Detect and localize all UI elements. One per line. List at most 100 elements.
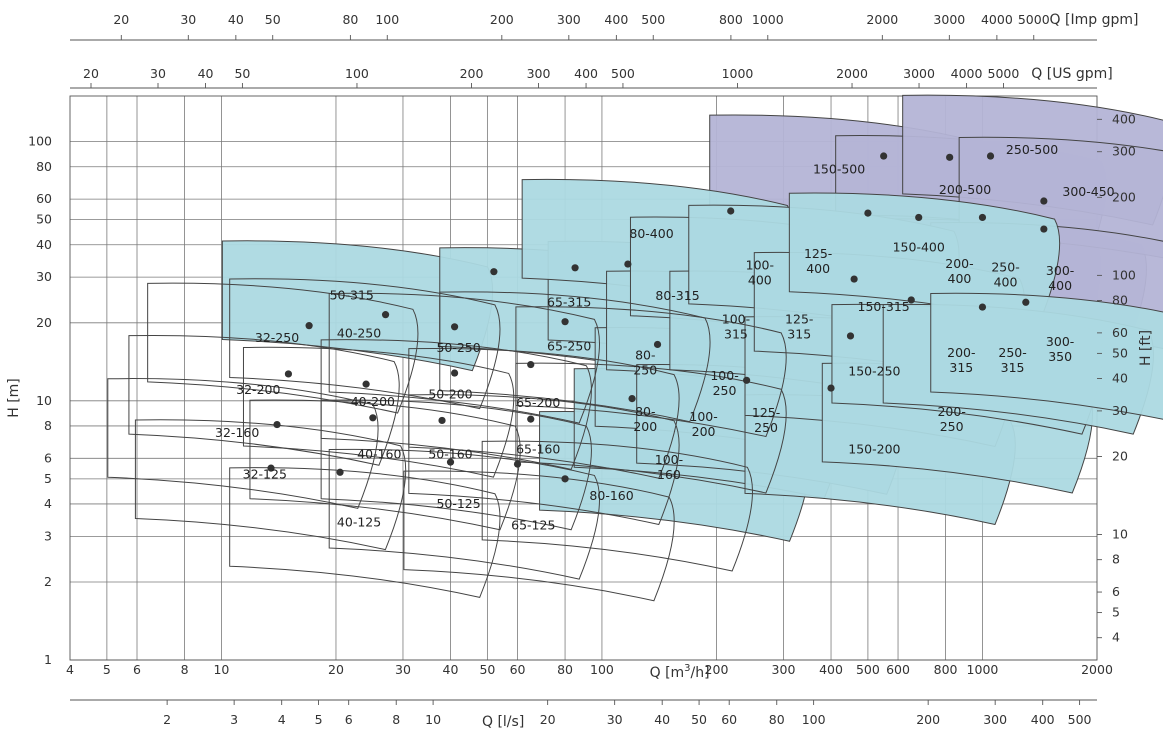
x-tick-label-us: 30	[150, 66, 166, 81]
bep-point-150-250	[846, 332, 855, 340]
y-tick-label-m: 40	[36, 237, 52, 252]
y-tick-label-ft: 100	[1112, 267, 1136, 282]
bep-point-250-500	[986, 152, 995, 160]
x-tick-label-us: 100	[345, 66, 369, 81]
bep-point-80-160	[561, 475, 569, 483]
x-tick-label-imp: 50	[265, 12, 281, 27]
bep-point-40-125	[336, 468, 344, 476]
pump-label-40-160: 40-160	[357, 447, 401, 462]
pump-label-40-250: 40-250	[337, 325, 381, 340]
bep-point-80-250	[653, 340, 662, 349]
y-tick-label-m: 2	[44, 574, 52, 589]
x-tick-label-imp: 400	[604, 12, 628, 27]
y-tick-label-ft: 20	[1112, 449, 1128, 464]
x-axis-label-imp: Q [Imp gpm]	[1050, 12, 1139, 28]
bep-point-50-315	[490, 268, 498, 276]
x-tick-label-m3h: 1000	[967, 662, 999, 677]
x-tick-label-ls: 6	[345, 712, 353, 727]
pump-label-100-250-line2: 250	[713, 383, 737, 398]
pump-label-125-315-line2: 315	[787, 327, 811, 342]
bep-point-80-400	[727, 207, 735, 215]
pump-label-100-200-line2: 200	[692, 424, 716, 439]
pump-region-150-400	[788, 192, 1061, 324]
bep-point-300-350	[1022, 298, 1030, 306]
x-tick-label-ls: 500	[1068, 712, 1092, 727]
pump-label-200-250-line2: 250	[940, 419, 964, 434]
x-tick-label-imp: 30	[180, 12, 196, 27]
pump-region-65-250	[439, 291, 711, 423]
x-tick-label-us: 1000	[722, 66, 754, 81]
pump-label-65-250: 65-250	[547, 339, 591, 354]
bep-point-65-160	[527, 415, 535, 423]
pump-label-50-160: 50-160	[428, 447, 472, 462]
x-tick-label-imp: 2000	[866, 12, 898, 27]
x-tick-label-ls: 20	[540, 712, 556, 727]
pump-label-300-350-line2: 350	[1048, 349, 1072, 364]
bep-point-80-200	[628, 394, 636, 403]
bep-point-200-400	[915, 213, 923, 222]
x-tick-label-imp: 3000	[933, 12, 965, 27]
pump-labels: 32-125 32-160 32-200 32-250 40-125 40-160 40-2…	[215, 142, 1115, 533]
x-tick-label-imp: 20	[113, 12, 129, 27]
pump-label-65-125: 65-125	[511, 518, 555, 533]
x-tick-label-m3h: 60	[510, 662, 526, 677]
bep-point-250-315	[978, 303, 987, 311]
x-tick-label-ls: 400	[1031, 712, 1055, 727]
axes: 4 5 6 8 10 20 30 40 50 60 80 100 200 300 400 500 600 800 1…	[6, 12, 1154, 730]
x-tick-label-m3h: 4	[66, 662, 74, 677]
pump-label-150-315: 150-315	[858, 299, 910, 314]
x-tick-label-us: 400	[574, 66, 598, 81]
pump-label-200-400-line2: 400	[948, 271, 972, 286]
bep-point-65-315	[571, 264, 579, 272]
x-tick-label-ls: 200	[916, 712, 940, 727]
pump-region-32-200	[128, 334, 400, 466]
y-tick-label-ft: 300	[1112, 144, 1136, 159]
x-tick-label-imp: 200	[490, 12, 514, 27]
y-tick-label-m: 5	[44, 471, 52, 486]
x-tick-label-ls: 30	[607, 712, 623, 727]
x-axis-label-ls: Q [l/s]	[482, 714, 524, 730]
x-tick-label-m3h: 800	[934, 662, 958, 677]
bep-point-150-315	[850, 275, 858, 283]
bep-point-150-500	[880, 152, 888, 160]
pump-label-32-200: 32-200	[236, 382, 280, 397]
y-tick-label-m: 60	[36, 191, 52, 206]
x-tick-label-m3h: 8	[181, 662, 189, 677]
bep-point-250-400	[978, 213, 987, 222]
x-tick-label-ls: 2	[163, 712, 171, 727]
x-tick-label-us: 20	[83, 66, 99, 81]
pump-label-65-160: 65-160	[516, 441, 560, 456]
pump-region-50-125	[328, 448, 600, 580]
pump-label-125-250-line2: 250	[754, 420, 778, 435]
x-tick-label-us: 50	[234, 66, 250, 81]
pump-label-65-200: 65-200	[516, 395, 560, 410]
pump-region-300-350	[930, 292, 1163, 420]
y-tick-label-ft: 4	[1112, 630, 1120, 645]
bep-point-50-125	[446, 458, 455, 466]
pump-label-100-250-line1: 100-	[710, 368, 738, 383]
x-tick-label-imp: 500	[641, 12, 665, 27]
pump-region-50-200	[320, 339, 592, 471]
pump-label-100-315-line2: 315	[724, 327, 748, 342]
pump-label-200-400-line1: 200-	[945, 256, 973, 271]
pump-label-250-400-line2: 400	[994, 274, 1018, 289]
y-tick-label-ft: 10	[1112, 527, 1128, 542]
pump-label-200-250-line1: 200-	[937, 404, 965, 419]
pump-label-40-200: 40-200	[351, 394, 395, 409]
bep-point-300-450	[1040, 197, 1048, 205]
x-tick-label-m3h: 80	[557, 662, 573, 677]
bep-point-65-125	[513, 460, 522, 468]
bep-point-150-200	[827, 384, 835, 392]
pump-label-150-500: 150-500	[813, 162, 865, 177]
y-tick-label-ft: 80	[1112, 292, 1128, 307]
x-tick-label-us: 5000	[988, 66, 1020, 81]
bep-point-32-200	[284, 370, 293, 378]
pump-region-40-125	[229, 467, 501, 598]
pump-label-125-400-line2: 400	[806, 261, 830, 276]
pump-label-125-315-line1: 125-	[785, 312, 813, 327]
y-tick-label-ft: 40	[1112, 371, 1128, 386]
pump-label-80-250-line2: 250	[633, 362, 657, 377]
bep-point-300-400	[1040, 225, 1048, 233]
pump-region-80-160	[481, 440, 753, 572]
